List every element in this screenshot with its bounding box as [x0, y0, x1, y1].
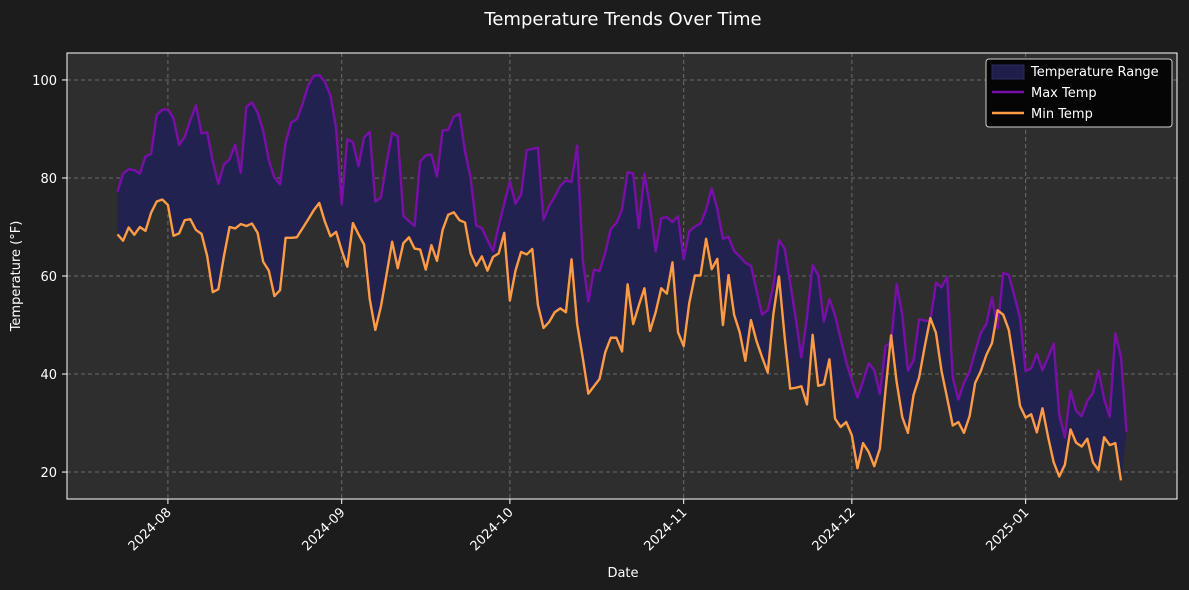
x-axis-label: Date	[607, 566, 638, 581]
legend-label-range: Temperature Range	[1030, 65, 1159, 80]
temperature-range-fill	[117, 75, 1127, 481]
y-tick-label: 80	[40, 172, 57, 187]
y-tick-label: 60	[40, 270, 57, 285]
chart-title: Temperature Trends Over Time	[483, 9, 761, 30]
legend-box	[985, 58, 1173, 128]
legend-range-swatch	[991, 64, 1025, 80]
legend: Temperature Range Max Temp Min Temp	[985, 58, 1173, 128]
y-axis-ticks: 20 40 60 80 100	[32, 74, 67, 481]
y-axis-label: Temperature (°F)	[9, 221, 24, 333]
y-tick-label: 20	[40, 466, 57, 481]
legend-label-min: Min Temp	[1031, 107, 1093, 122]
max-temp-line	[116, 73, 1128, 439]
min-temp-line	[116, 198, 1123, 481]
y-tick-label: 100	[32, 74, 57, 89]
legend-label-max: Max Temp	[1031, 86, 1097, 101]
y-tick-label: 40	[40, 368, 57, 383]
